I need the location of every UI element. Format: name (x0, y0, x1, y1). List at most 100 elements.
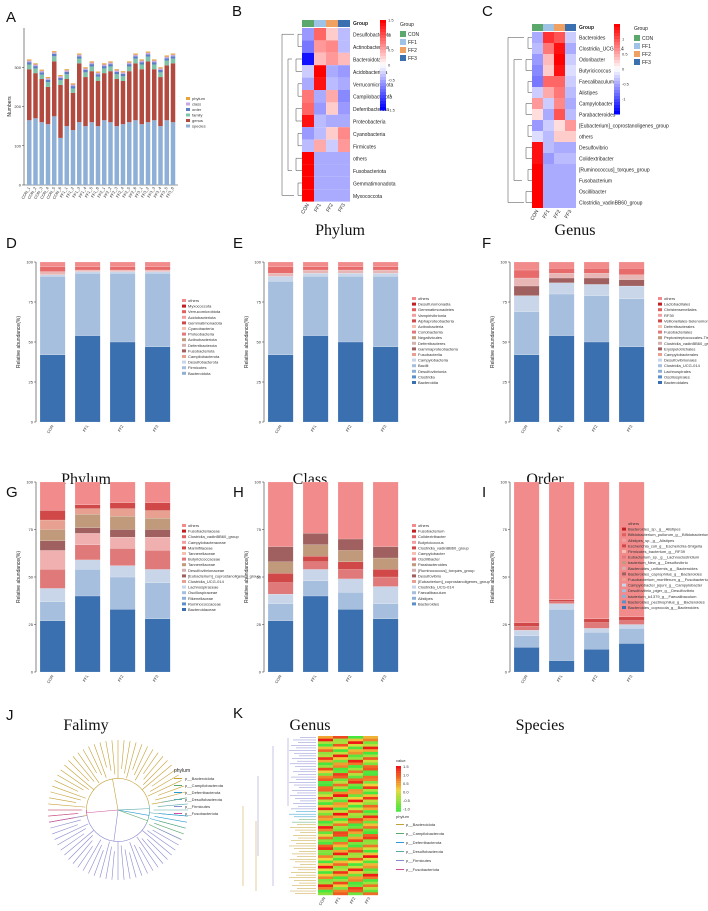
legend-label: Gammaproteobacteria (418, 346, 459, 351)
x-tick-label: CON (46, 674, 55, 684)
tree-leaf-branch (82, 749, 97, 774)
legend-label: Marinifilaceae (188, 545, 213, 550)
legend-label: Erysipelotrichales (664, 346, 695, 351)
panel-j-tree: phylum p__Bacteroidota p__Campilobacterota… (48, 740, 224, 880)
legend-swatch (412, 336, 416, 340)
heatmap-col-label: FF1 (333, 895, 341, 904)
y-tick-label: 25 (257, 380, 262, 385)
legend-label: Bacteroidaceae (188, 607, 217, 612)
legend-label: Eubacterium_sp._g__Lachnoclostridium (628, 555, 700, 560)
heatmap-row-label: [Ruminococcus]_torques_group (579, 168, 650, 174)
legend-swatch (182, 535, 186, 539)
dendrogram-branch (297, 33, 302, 47)
heatmap-cell (348, 828, 363, 832)
heatmap-cell (363, 778, 378, 782)
heatmap-cell (314, 65, 326, 78)
heatmap-cell (363, 852, 378, 856)
bar-Desulfovibrionaceae (39, 519, 66, 530)
bar-class (27, 60, 32, 63)
bar-family (83, 72, 88, 78)
heatmap-col-label: FF1 (542, 209, 552, 220)
bar-species (58, 137, 63, 185)
color-scale-tick: 1.5 (388, 18, 394, 23)
legend-label: Bifidobacterium_pullorum_g__Bifidobacter… (628, 532, 708, 537)
color-scale-step (614, 105, 620, 109)
color-scale-tick: 1 (388, 33, 391, 38)
bar-family (45, 82, 51, 87)
bar-Oscillibacter (267, 546, 294, 562)
bar-Firmicutes (74, 273, 101, 336)
heatmap-cell (363, 855, 378, 859)
heatmap-cell (348, 889, 363, 893)
legend-label: p__Deferribacterota (185, 790, 221, 795)
panel-b-heatmap: Group Desulfobacterota Actinobacteriota Bac… (281, 18, 420, 215)
legend-label: RF39 (664, 313, 675, 318)
heatmap-cell (302, 164, 314, 177)
bar-species (133, 120, 138, 185)
bar-genus (39, 79, 44, 123)
heatmap-cell (363, 839, 378, 843)
bar-family (95, 76, 101, 81)
legend-label: [Eubacterium]_coprostanoligenes_group (188, 573, 261, 578)
legend-label: Clostridia_vadinBB60_group (664, 341, 708, 346)
color-scale-step (396, 783, 401, 786)
bar-others (74, 261, 101, 267)
tree-leaf-branch (111, 740, 116, 775)
heatmap-cell (318, 802, 333, 806)
bar-family (139, 64, 144, 70)
heatmap-cell (333, 757, 348, 761)
color-scale-step (396, 773, 401, 776)
heatmap-cell (348, 738, 363, 742)
bar-class (102, 64, 107, 67)
bar-Bacteroides (267, 620, 294, 673)
color-scale-step (614, 63, 620, 67)
heatmap-col-label: FF2 (348, 895, 356, 904)
legend-swatch (412, 297, 416, 300)
tree-leaf-branch (152, 829, 179, 846)
group-annotation-cell (326, 20, 338, 27)
color-scale-step (380, 89, 386, 93)
bar-Bacteroides_pectinophilus_g__Bacteroides (583, 632, 610, 650)
heatmap-cell (314, 102, 326, 115)
bar-Bacteroides (337, 609, 364, 673)
bar-others (74, 481, 101, 505)
bar-others (583, 481, 610, 619)
bar-phylum (120, 71, 126, 73)
color-scale-step (396, 790, 401, 793)
bar-order (58, 77, 63, 81)
bar-phylum (164, 55, 169, 57)
legend-label: Alistipes (418, 596, 433, 601)
legend-swatch (182, 360, 186, 364)
group-title: Group (353, 21, 368, 27)
heatmap-cell (318, 807, 333, 811)
bar-order (170, 56, 176, 59)
bar-Bacteroidales (513, 354, 540, 423)
color-scale-step (396, 771, 401, 774)
bar-Bacteroidales (618, 346, 645, 423)
tree-leaf-branch (159, 813, 188, 817)
heatmap-row-label: Butyricicoccus (579, 69, 611, 75)
legend-label: Actinobacteriota (188, 337, 217, 342)
heatmap-cell (565, 142, 576, 153)
y-tick-label: 75 (503, 527, 508, 532)
legend-swatch (412, 319, 416, 323)
tree-leaf-branch (134, 749, 154, 781)
y-tick-label: 25 (257, 622, 262, 627)
legend-label: p__Deferribacterota (406, 840, 442, 845)
heatmap-cell (302, 28, 314, 41)
row-dendrogram (281, 33, 302, 196)
legend-swatch (182, 304, 186, 308)
bar-Desulfovibrio_piger (618, 620, 645, 625)
color-scale-tick: 0 (622, 67, 625, 72)
bar-order (139, 62, 144, 65)
bar-Campylobacterales (618, 268, 645, 275)
legend-label: Fusobacteriia (418, 352, 443, 357)
panel-h-chart: 0 25 50 75 100 Relative abundance(%) CON FF1 FF2… (244, 480, 491, 685)
heatmap-cell (348, 826, 363, 829)
y-tick-label: 0 (505, 420, 508, 425)
heatmap-cell (318, 754, 333, 758)
legend-label: Rikenellaceae (188, 596, 214, 601)
heatmap-cell (318, 749, 333, 753)
color-scale-step (614, 75, 620, 79)
legend-swatch (634, 43, 640, 49)
